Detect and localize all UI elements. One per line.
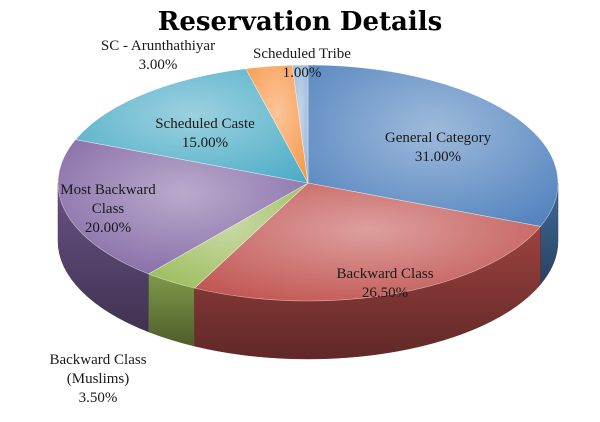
slice-name-label: Most Backward	[60, 182, 156, 198]
slice-value-label: 3.50%	[79, 390, 118, 406]
slice-value-label: 26.50%	[362, 285, 408, 301]
chart-title: Reservation Details	[158, 7, 443, 37]
pie-labels: General Category 31.00% Backward Class 26.5…	[49, 38, 491, 406]
slice-value-label: 1.00%	[283, 65, 322, 81]
slice-scheduled-caste	[74, 68, 309, 184]
slice-label-scheduled-tribe: Scheduled Tribe 1.00%	[253, 46, 351, 81]
slice-name-label: SC - Arunthathiyar	[101, 38, 215, 54]
slice-name-label: Backward Class	[336, 266, 433, 282]
slice-name-label: Class	[92, 201, 125, 217]
slice-name-label: Backward Class	[49, 352, 146, 368]
slice-label-sc-arunthathiyar: SC - Arunthathiyar 3.00%	[101, 38, 215, 73]
slice-label-general-category: General Category 31.00%	[385, 130, 492, 165]
slice-most-backward-class	[57, 139, 309, 275]
slice-name-label: General Category	[385, 130, 492, 146]
slice-name-label: Scheduled Caste	[155, 116, 255, 132]
pie-sides	[57, 182, 559, 360]
slice-label-most-backward-class: Most Backward Class 20.00%	[60, 182, 156, 236]
slice-value-label: 31.00%	[415, 149, 461, 165]
slice-backward-class	[193, 182, 542, 302]
slice-value-label: 15.00%	[182, 135, 228, 151]
slice-value-label: 20.00%	[85, 220, 131, 236]
slice-scheduled-tribe	[291, 64, 309, 184]
slice-name-label: (Muslims)	[67, 371, 130, 387]
slice-label-scheduled-caste: Scheduled Caste 15.00%	[155, 116, 255, 151]
slice-label-backward-class-muslims: Backward Class (Muslims) 3.50%	[49, 352, 146, 406]
slice-name-label: Scheduled Tribe	[253, 46, 351, 62]
slice-label-backward-class: Backward Class 26.50%	[336, 266, 433, 301]
pie-tops	[57, 64, 559, 302]
slice-value-label: 3.00%	[139, 57, 178, 73]
slice-general-category	[307, 64, 559, 227]
